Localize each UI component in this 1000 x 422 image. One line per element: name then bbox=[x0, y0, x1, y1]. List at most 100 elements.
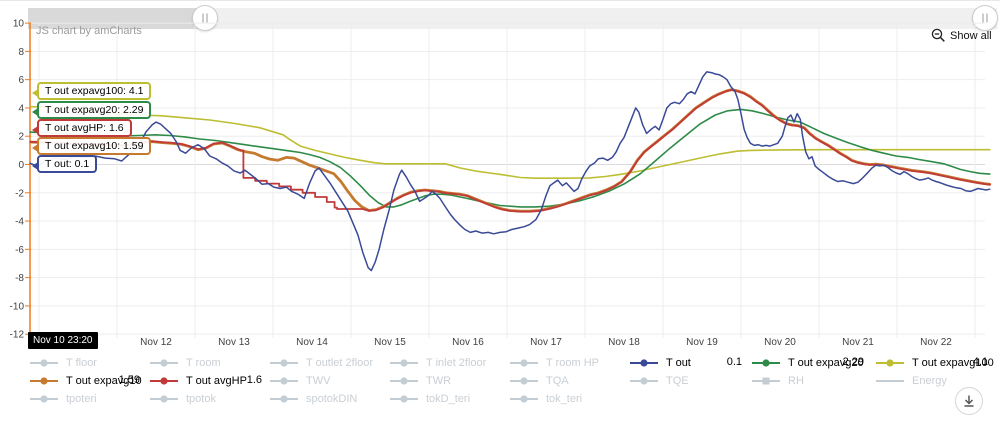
show-all-button[interactable]: Show all bbox=[931, 28, 992, 43]
svg-text:Nov 14: Nov 14 bbox=[296, 337, 328, 348]
legend-label: spotokDIN bbox=[306, 393, 358, 405]
legend-marker-icon bbox=[630, 377, 658, 385]
chart-scrollbar[interactable] bbox=[28, 5, 998, 31]
legend-marker-icon bbox=[510, 395, 538, 403]
svg-text:-8: -8 bbox=[15, 273, 24, 284]
legend-label: RH bbox=[788, 375, 804, 387]
legend-marker-icon bbox=[30, 359, 58, 367]
legend-marker-icon bbox=[510, 359, 538, 367]
series-t-out bbox=[29, 71, 991, 272]
legend-item-t-floor[interactable]: T floor bbox=[30, 356, 97, 370]
legend-label: tpotok bbox=[186, 393, 216, 405]
legend-label: tokD_teri bbox=[426, 393, 471, 405]
balloon-pointer-icon bbox=[32, 89, 38, 97]
zoom-out-icon bbox=[931, 28, 945, 42]
scrollbar-left-grip[interactable] bbox=[192, 5, 218, 31]
svg-text:Nov 20: Nov 20 bbox=[764, 337, 796, 348]
svg-text:Nov 22: Nov 22 bbox=[920, 337, 952, 348]
legend-label: Energy bbox=[912, 375, 947, 387]
legend-marker-icon bbox=[150, 359, 178, 367]
download-icon bbox=[964, 395, 974, 407]
legend-item-t-room[interactable]: T room bbox=[150, 356, 221, 370]
legend-label: TWV bbox=[306, 375, 331, 387]
legend-marker-icon bbox=[390, 359, 418, 367]
legend-label: T out bbox=[666, 357, 691, 369]
legend-item-t-outlet-2floor[interactable]: T outlet 2floor bbox=[270, 356, 373, 370]
legend-item-tpotok[interactable]: tpotok bbox=[150, 392, 216, 406]
export-button[interactable] bbox=[955, 387, 983, 415]
cursor-date-balloon: Nov 10 23:20 bbox=[28, 332, 98, 349]
value-balloon: T out expavg10: 1.59 bbox=[32, 137, 152, 155]
legend-item-t-out-expavg20[interactable]: T out expavg20 bbox=[752, 356, 864, 370]
legend-label: T floor bbox=[66, 357, 97, 369]
legend-item-tqe[interactable]: TQE bbox=[630, 374, 689, 388]
legend-label: TQE bbox=[666, 375, 689, 387]
svg-text:Nov 16: Nov 16 bbox=[452, 337, 484, 348]
svg-text:-6: -6 bbox=[15, 245, 24, 256]
legend-item-t-room-hp[interactable]: T room HP bbox=[510, 356, 599, 370]
show-all-label: Show all bbox=[950, 29, 992, 42]
svg-text:Nov 15: Nov 15 bbox=[374, 337, 406, 348]
legend-label: T out expavg100 bbox=[912, 357, 994, 369]
scrollbar-unselected-region[interactable] bbox=[28, 8, 205, 29]
svg-text:-12: -12 bbox=[10, 330, 25, 341]
legend-item-t-out-expavg100[interactable]: T out expavg100 bbox=[876, 356, 994, 370]
legend-marker-icon bbox=[752, 377, 780, 385]
grip-icon bbox=[202, 13, 208, 23]
scrollbar-right-grip[interactable] bbox=[972, 5, 998, 31]
legend-value-t-out-expavg10: 1.59 bbox=[118, 374, 140, 386]
legend-item-t-out-expavg10[interactable]: T out expavg10 bbox=[30, 374, 142, 388]
legend-item-energy[interactable]: Energy bbox=[876, 374, 947, 388]
balloon-pointer-icon bbox=[32, 162, 38, 170]
legend-item-spotokdin[interactable]: spotokDIN bbox=[270, 392, 357, 406]
legend-item-tokd-teri[interactable]: tokD_teri bbox=[390, 392, 470, 406]
balloon-pointer-icon bbox=[32, 108, 38, 116]
balloon-pointer-icon bbox=[32, 144, 38, 152]
svg-text:Nov 21: Nov 21 bbox=[842, 337, 874, 348]
legend-value-t-out: 0.1 bbox=[726, 356, 742, 368]
svg-text:-4: -4 bbox=[15, 217, 24, 228]
legend-item-rh[interactable]: RH bbox=[752, 374, 804, 388]
svg-text:2: 2 bbox=[18, 132, 24, 143]
legend-item-twv[interactable]: TWV bbox=[270, 374, 330, 388]
svg-text:Nov 18: Nov 18 bbox=[608, 337, 640, 348]
svg-text:Nov 13: Nov 13 bbox=[218, 337, 250, 348]
svg-text:-2: -2 bbox=[15, 188, 24, 199]
legend-label: T inlet 2floor bbox=[426, 357, 487, 369]
legend-value-t-out-expavg100: 4.1 bbox=[972, 356, 988, 368]
series-t-out-avghp bbox=[29, 89, 991, 213]
svg-text:Nov 19: Nov 19 bbox=[686, 337, 718, 348]
legend-item-tok-teri[interactable]: tok_teri bbox=[510, 392, 582, 406]
legend-marker-icon bbox=[510, 377, 538, 385]
grip-icon bbox=[982, 13, 988, 23]
legend-value-t-out-expavg20: 2.29 bbox=[842, 356, 864, 368]
y-axis: 10 8 6 4 2 0 -2 -4 -6 -8 -10 -12 bbox=[10, 19, 31, 341]
legend-item-t-out-avghp[interactable]: T out avgHP bbox=[150, 374, 247, 388]
legend-marker-icon bbox=[390, 377, 418, 385]
legend-item-tqa[interactable]: TQA bbox=[510, 374, 569, 388]
legend-label: T out expavg10 bbox=[66, 375, 142, 387]
legend-marker-icon bbox=[30, 395, 58, 403]
legend-label: TWR bbox=[426, 375, 452, 387]
legend-marker-icon bbox=[150, 395, 178, 403]
legend-marker-icon bbox=[390, 395, 418, 403]
legend-item-t-inlet-2floor[interactable]: T inlet 2floor bbox=[390, 356, 486, 370]
legend-item-twr[interactable]: TWR bbox=[390, 374, 451, 388]
value-balloon: T out avgHP: 1.6 bbox=[32, 119, 132, 137]
value-balloon: T out expavg100: 4.1 bbox=[32, 82, 152, 100]
legend-item-t-out[interactable]: T out bbox=[630, 356, 691, 370]
svg-text:-10: -10 bbox=[10, 301, 25, 312]
legend-label: tpoteri bbox=[66, 393, 97, 405]
amcharts-branding-link[interactable]: JS chart by amCharts bbox=[36, 25, 142, 37]
svg-text:Nov 17: Nov 17 bbox=[530, 337, 562, 348]
legend-label: tok_teri bbox=[546, 393, 583, 405]
legend-label: T outlet 2floor bbox=[306, 357, 374, 369]
legend-marker-icon bbox=[270, 395, 298, 403]
legend-item-tpoteri[interactable]: tpoteri bbox=[30, 392, 97, 406]
legend-marker-icon bbox=[876, 359, 904, 367]
balloon-pointer-icon bbox=[32, 126, 38, 134]
value-balloon: T out: 0.1 bbox=[32, 155, 98, 173]
